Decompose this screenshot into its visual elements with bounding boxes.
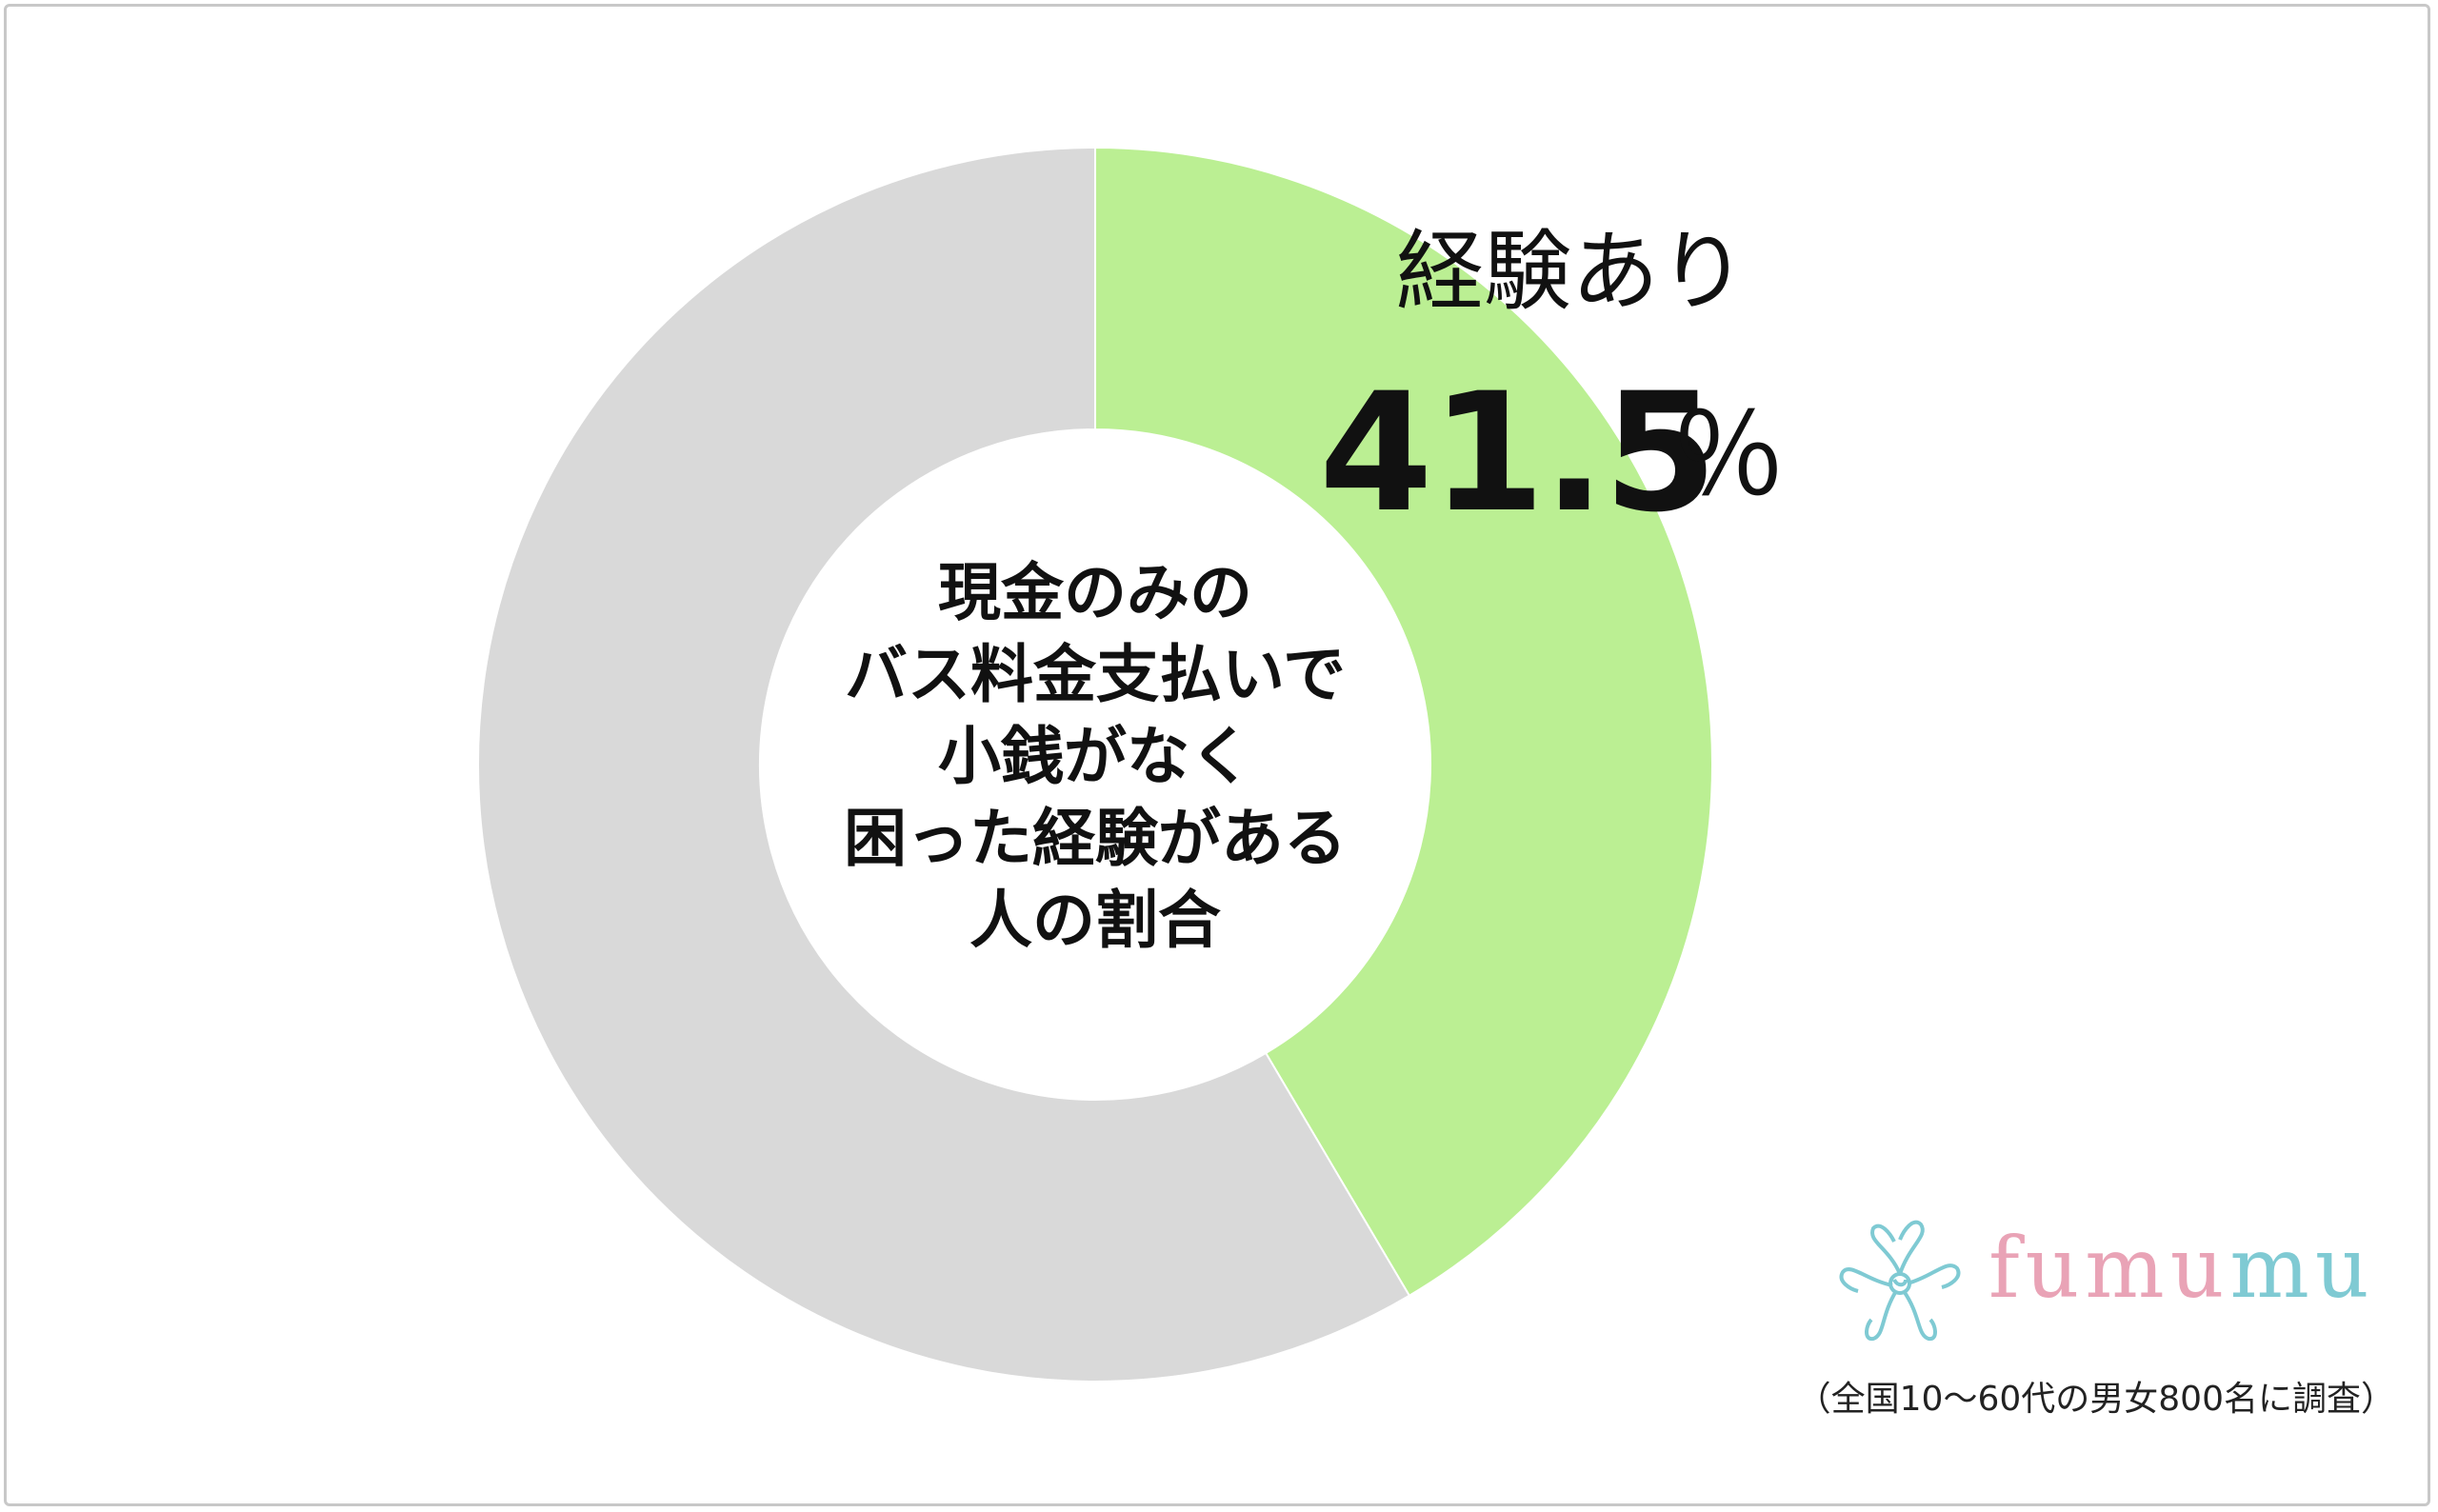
slice-label-value: 41.5 <box>1319 357 1717 548</box>
center-label-line: バス料金支払いで <box>844 638 1347 711</box>
center-label-line: 小銭がなく <box>938 720 1252 793</box>
brand-letter: u <box>2314 1219 2375 1317</box>
center-label-line: 困った経験がある <box>844 802 1347 875</box>
donut-slice-1 <box>477 146 1411 1383</box>
center-label-line: 現金のみの <box>938 556 1252 629</box>
brand-letter: m <box>2229 1219 2315 1317</box>
flower-icon <box>1839 1220 1961 1342</box>
brand-letter: f <box>1988 1219 2026 1317</box>
brand-wordmark: fumumu <box>1988 1226 2375 1310</box>
brand-letter: u <box>2169 1219 2230 1317</box>
brand-letter: m <box>2085 1219 2170 1317</box>
brand-logo <box>1839 1220 1961 1342</box>
survey-footnote: （全国10～60代の男女800名に調査） <box>1796 1380 2395 1419</box>
center-label: 現金のみの バス料金支払いで 小銭がなく 困った経験がある 人の割合 <box>762 552 1429 962</box>
slice-label-name: 経験あり <box>1395 221 1747 323</box>
center-label-line: 人の割合 <box>969 884 1221 957</box>
donut-slice-0 <box>1094 146 1713 1298</box>
brand-letter: u <box>2025 1219 2086 1317</box>
slice-label-unit: ％ <box>1671 390 1786 523</box>
